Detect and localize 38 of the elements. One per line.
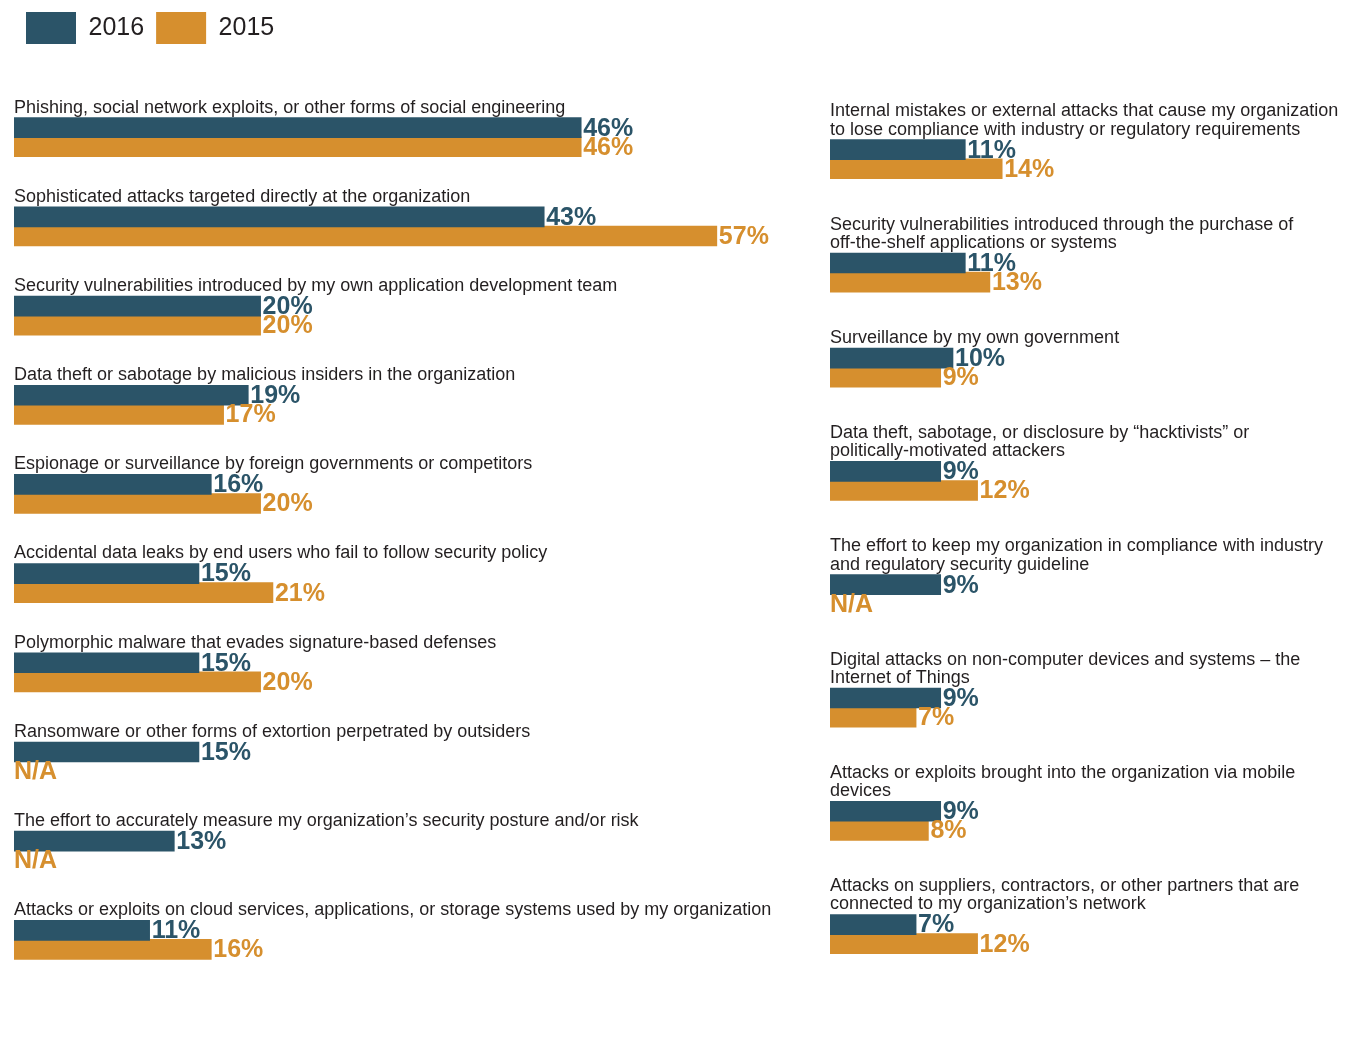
legend-label: 2015: [218, 11, 275, 40]
bar: [14, 206, 545, 228]
bar: [14, 493, 261, 514]
category-label: Sophisticated attacks targeted directly at the organization: [14, 185, 471, 206]
bar: [14, 474, 212, 495]
category-label: The effort to accurately measure my organization’s security posture and/or risk: [14, 810, 639, 831]
text: N/A: [830, 588, 874, 617]
bar: [14, 919, 150, 941]
bar: [14, 563, 200, 584]
text: N/A: [14, 845, 58, 874]
bar: [14, 384, 249, 406]
category-label: Internal mistakes or external attacks that cause my organization to lose compliance with industry or regulatory requirements: [830, 100, 1339, 139]
category-label: Data theft or sabotage by malicious insiders in the organization: [14, 364, 516, 385]
bar: [14, 671, 261, 693]
data-label: 20%: [262, 666, 313, 695]
data-label: 43%: [546, 201, 597, 230]
category-label: Phishing, social network exploits, or other forms of social engineering: [14, 96, 566, 117]
data-label: 12%: [979, 928, 1030, 957]
bar: [14, 582, 274, 604]
data-label: 21%: [274, 577, 325, 606]
data-label: 16%: [213, 934, 264, 963]
data-label: 20%: [262, 488, 313, 517]
bar: [14, 652, 200, 674]
bar: [14, 136, 582, 158]
bar: [14, 939, 212, 960]
bar: [14, 403, 224, 425]
category-label: Espionage or surveillance by foreign governments or competitors: [14, 453, 533, 474]
data-label: 57%: [718, 220, 769, 249]
bar: [14, 117, 582, 139]
category-label: Security vulnerabilities introduced through the purchase of off-the-shelf applications or systems: [830, 213, 1294, 252]
bar: [14, 314, 261, 336]
bar: [14, 295, 261, 317]
category-label: Attacks or exploits brought into the organization via mobile devices: [830, 761, 1296, 801]
category-label: Attacks on suppliers, contractors, or other partners that are connected to my organization’s network: [830, 875, 1300, 914]
data-label: 12%: [979, 475, 1030, 504]
text: N/A: [14, 755, 58, 784]
bar: [14, 225, 718, 247]
legend-label: 2016: [88, 11, 145, 40]
